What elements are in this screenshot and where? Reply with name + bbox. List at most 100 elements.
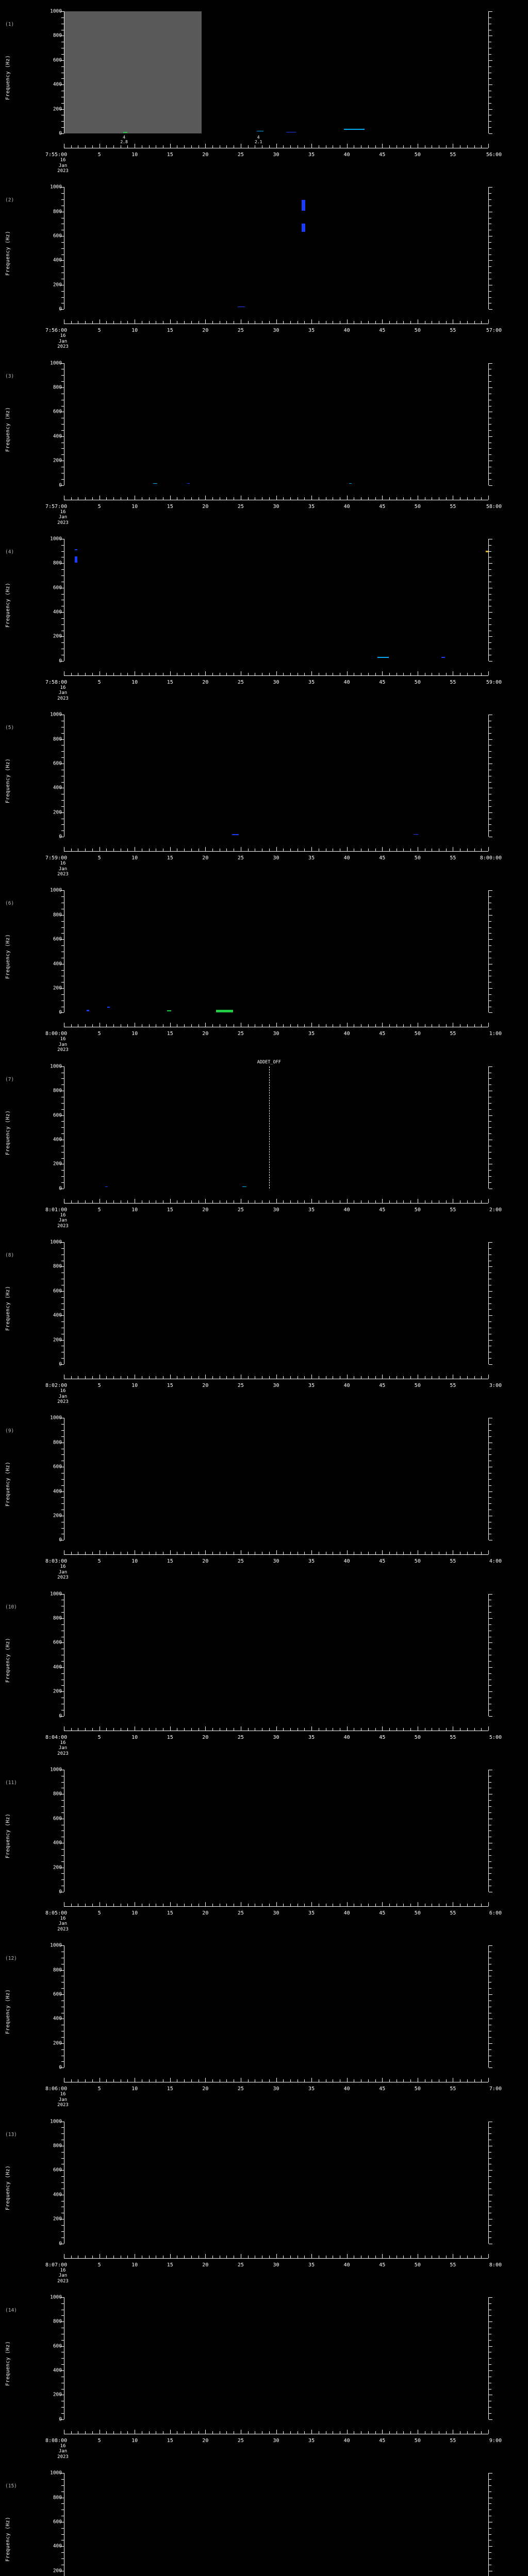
x-tick-minor xyxy=(269,1727,270,1731)
x-tick-minor xyxy=(375,1903,376,1906)
x-axis-end-label: 7:00 xyxy=(489,2086,502,2092)
y-tick-minor xyxy=(61,1424,64,1425)
y-tick-minor xyxy=(61,994,64,995)
x-tick-label: 50 xyxy=(414,328,421,334)
date-stamp: 16 Jan 2023 xyxy=(57,1037,69,1053)
x-tick-minor xyxy=(375,1727,376,1731)
x-tick-label: 45 xyxy=(379,1207,386,1213)
panel-number: (2) xyxy=(5,197,14,204)
x-tick-label: 5 xyxy=(97,1207,101,1213)
x-tick-major xyxy=(170,847,171,852)
y-tick-label: 400 xyxy=(53,433,62,439)
y-axis-label: Frequency (Hz) xyxy=(5,934,11,979)
y-tick-minor xyxy=(61,1176,64,1177)
y-tick-minor xyxy=(489,618,491,619)
y-tick-minor xyxy=(489,1485,491,1486)
y-tick-label: 0 xyxy=(59,2064,62,2071)
x-tick-minor xyxy=(184,672,185,675)
y-tick-minor xyxy=(61,1182,64,1183)
y-tick-minor xyxy=(489,757,491,758)
x-tick-minor xyxy=(113,1024,114,1027)
x-tick-minor xyxy=(368,1376,369,1379)
detection-mark xyxy=(485,551,488,552)
y-tick-major xyxy=(60,1266,64,1267)
y-tick-minor xyxy=(489,1248,491,1249)
y-tick-minor xyxy=(61,1812,64,1813)
x-tick-major xyxy=(346,319,348,324)
x-tick-major xyxy=(276,2078,277,2082)
x-tick-minor xyxy=(71,321,72,324)
x-tick-minor xyxy=(467,672,468,675)
y-tick-major xyxy=(489,1618,492,1619)
detection-mark xyxy=(232,834,239,835)
x-tick-minor xyxy=(248,2255,249,2258)
x-tick-minor xyxy=(304,1200,305,1203)
x-tick-minor xyxy=(85,2079,86,2082)
x-tick-minor xyxy=(474,2431,475,2434)
y-tick-minor xyxy=(61,1503,64,1504)
x-axis-start-label: 8:06:00 xyxy=(45,2086,68,2092)
x-tick-minor xyxy=(184,1552,185,1555)
date-stamp: 16 Jan 2023 xyxy=(57,509,69,526)
y-tick-label: 800 xyxy=(53,560,62,566)
y-tick-major xyxy=(60,1291,64,1292)
y-axis-label: Frequency (Hz) xyxy=(5,2516,11,2562)
date-stamp: 16 Jan 2023 xyxy=(57,2267,69,2284)
plot-area xyxy=(64,1242,488,1365)
x-tick-minor xyxy=(148,2431,150,2434)
x-tick-minor xyxy=(226,2255,227,2258)
detection-mark xyxy=(216,1010,233,1013)
y-axis-right xyxy=(488,11,492,134)
y-tick-label: 200 xyxy=(53,2568,62,2574)
x-tick-minor xyxy=(403,849,404,852)
x-tick-minor xyxy=(304,145,305,148)
x-tick-major xyxy=(205,1726,206,1731)
y-tick-minor xyxy=(61,2151,64,2153)
x-tick-label: 10 xyxy=(131,679,138,685)
y-tick-minor xyxy=(61,782,64,783)
y-tick-label: 600 xyxy=(53,760,62,767)
y-tick-minor xyxy=(489,2158,491,2159)
x-tick-major xyxy=(346,1550,348,1555)
x-tick-label: 15 xyxy=(167,2437,173,2444)
x-tick-minor xyxy=(446,1903,447,1906)
y-tick-minor xyxy=(61,1358,64,1359)
x-tick-minor xyxy=(191,849,192,852)
y-tick-major xyxy=(489,1012,492,1013)
x-tick-major xyxy=(276,1550,277,1555)
x-tick-major xyxy=(488,2253,489,2258)
y-tick-major xyxy=(489,1716,492,1717)
x-tick-minor xyxy=(375,321,376,324)
x-tick-minor xyxy=(481,1024,482,1027)
x-tick-label: 5 xyxy=(97,503,101,510)
x-tick-major xyxy=(311,1198,312,1203)
x-tick-major xyxy=(205,319,206,324)
x-tick-minor xyxy=(389,1200,390,1203)
y-tick-minor xyxy=(489,1479,491,1480)
x-tick-minor xyxy=(226,672,227,675)
x-tick-minor xyxy=(467,1024,468,1027)
y-tick-major xyxy=(60,187,64,188)
x-tick-major xyxy=(205,144,206,148)
y-tick-minor xyxy=(61,448,64,449)
x-tick-label: 25 xyxy=(237,2262,244,2268)
y-tick-major xyxy=(489,1945,492,1946)
y-tick-minor xyxy=(61,1170,64,1171)
y-tick-minor xyxy=(61,424,64,425)
y-tick-major xyxy=(489,2546,492,2547)
y-tick-major xyxy=(60,660,64,662)
x-tick-minor xyxy=(481,1200,482,1203)
y-tick-label: 600 xyxy=(53,1816,62,1822)
x-tick-label: 20 xyxy=(202,2086,209,2092)
x-tick-minor xyxy=(304,849,305,852)
x-tick-label: 45 xyxy=(379,152,386,158)
x-tick-label: 10 xyxy=(131,503,138,510)
x-tick-minor xyxy=(148,145,150,148)
x-tick-minor xyxy=(113,145,114,148)
y-tick-label: 200 xyxy=(53,106,62,112)
y-tick-minor xyxy=(489,2503,491,2504)
y-tick-label: 400 xyxy=(53,2367,62,2374)
y-tick-minor xyxy=(61,945,64,946)
detection-mark xyxy=(441,657,446,658)
x-tick-label: 40 xyxy=(343,1207,350,1213)
